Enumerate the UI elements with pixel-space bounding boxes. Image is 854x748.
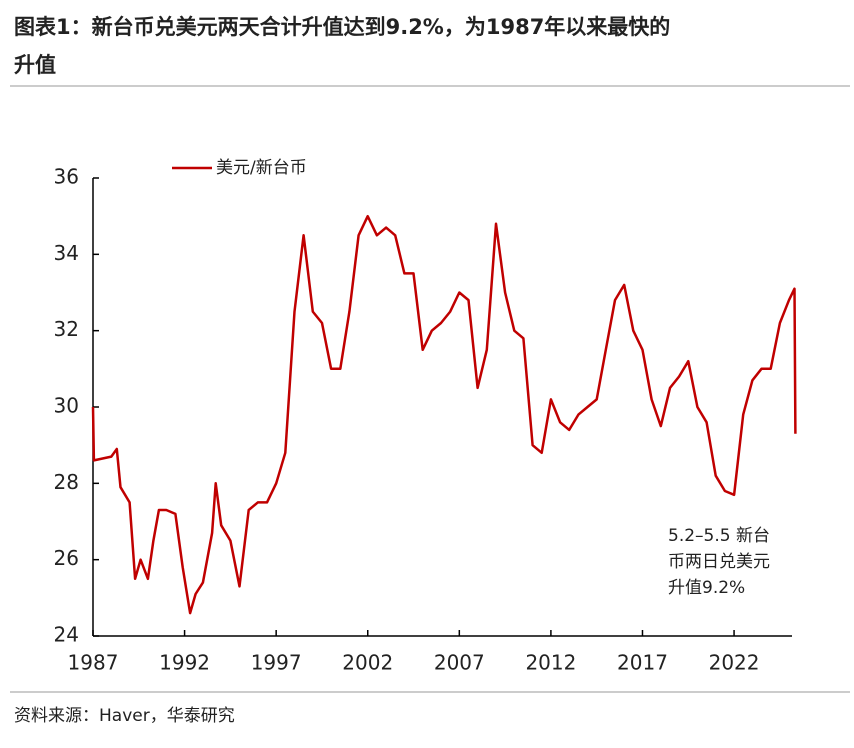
x-tick-label: 2012 (525, 651, 576, 675)
y-tick-label: 28 (54, 470, 79, 494)
y-tick-label: 32 (54, 317, 79, 341)
annotation: 币两日兑美元 (668, 552, 770, 572)
line-series (91, 214, 797, 615)
y-tick-label: 30 (54, 394, 79, 418)
x-tick-label: 1997 (251, 651, 302, 675)
x-tick-label: 2002 (342, 651, 393, 675)
x-tick-label: 2017 (617, 651, 668, 675)
annotation: 5.2–5.5 新台 (668, 526, 770, 546)
y-tick-label: 36 (54, 165, 79, 189)
x-tick-label: 2022 (709, 651, 760, 675)
y-tick-label: 24 (54, 623, 79, 647)
x-tick-label: 1987 (68, 651, 119, 675)
x-tick-label: 1992 (159, 651, 210, 675)
y-tick-label: 34 (54, 241, 79, 265)
annotation: 升值9.2% (668, 578, 745, 598)
x-tick-label: 2007 (434, 651, 485, 675)
chart-title: 升值 (14, 53, 56, 77)
source: 资料来源：Haver，华泰研究 (14, 706, 235, 726)
chart-title: 图表1：新台币兑美元两天合计升值达到9.2%，为1987年以来最快的 (14, 15, 670, 39)
legend-label: 美元/新台币 (216, 158, 307, 178)
y-tick-label: 26 (54, 546, 79, 570)
